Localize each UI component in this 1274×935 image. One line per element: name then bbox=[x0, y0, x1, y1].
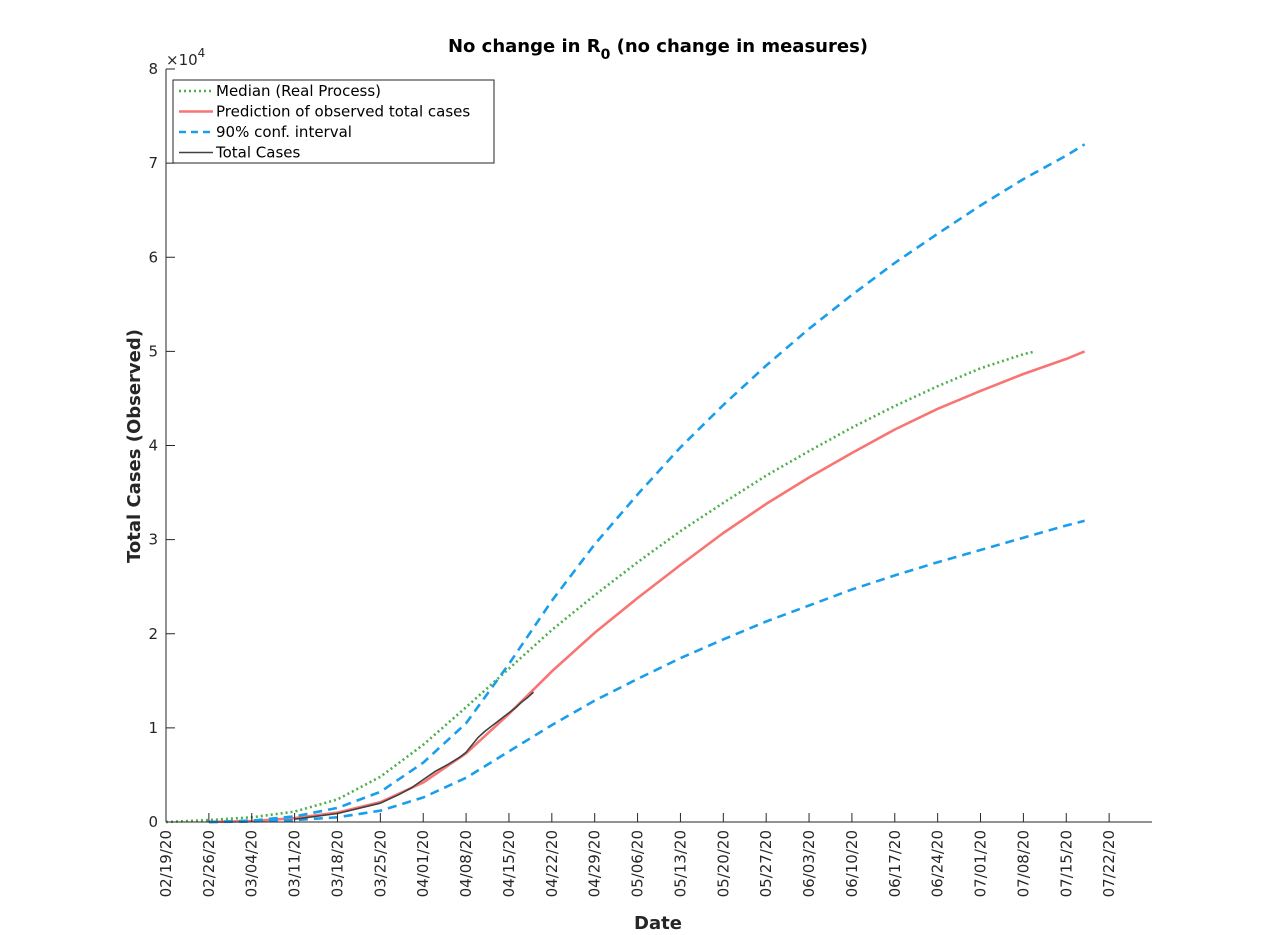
x-tick-label: 04/15/20 bbox=[500, 830, 518, 897]
y-axis-title: Total Cases (Observed) bbox=[124, 329, 145, 563]
series-line-total-cases bbox=[294, 691, 535, 820]
svg-text:×104: ×104 bbox=[166, 46, 205, 69]
x-tick-label: 07/22/20 bbox=[1100, 830, 1118, 897]
x-tick-label: 07/08/20 bbox=[1014, 830, 1032, 897]
title-rest: (no change in measures) bbox=[610, 36, 868, 57]
series-line-90-conf-interval-upper bbox=[208, 143, 1086, 824]
x-tick-label: 05/13/20 bbox=[671, 830, 689, 897]
x-tick-label: 05/27/20 bbox=[757, 830, 775, 897]
legend-entry-label: Total Cases bbox=[215, 144, 301, 162]
legend: Median (Real Process) Prediction of obser… bbox=[172, 79, 495, 164]
title-subscript: 0 bbox=[601, 47, 611, 63]
x-tick-label: 03/04/20 bbox=[243, 830, 261, 897]
y-tick-label: 0 bbox=[148, 813, 158, 831]
x-tick-label: 05/20/20 bbox=[714, 830, 732, 897]
y-tick-label: 5 bbox=[148, 342, 158, 360]
x-tick-label: 02/19/20 bbox=[157, 830, 175, 897]
plot-series bbox=[165, 143, 1086, 824]
y-tick-label: 4 bbox=[148, 437, 158, 455]
x-tick-label: 03/11/20 bbox=[286, 830, 304, 897]
series-line-median-real-process bbox=[165, 350, 1036, 824]
chart-title: No change in R0 (no change in measures) bbox=[448, 36, 868, 63]
legend-entry-label: 90% conf. interval bbox=[216, 123, 352, 141]
y-tick-label: 3 bbox=[148, 531, 158, 549]
exponent-base: ×10 bbox=[166, 51, 198, 69]
title-main: No change in R bbox=[448, 36, 601, 57]
x-tick-label: 02/26/20 bbox=[200, 830, 218, 897]
legend-entry-label: Prediction of observed total cases bbox=[216, 103, 470, 121]
x-tick-label: 06/03/20 bbox=[800, 830, 818, 897]
x-tick-label: 04/08/20 bbox=[457, 830, 475, 897]
y-tick-label: 8 bbox=[148, 60, 158, 78]
y-tick-label: 7 bbox=[148, 154, 158, 172]
x-tick-label: 05/06/20 bbox=[629, 830, 647, 897]
x-tick-label: 07/15/20 bbox=[1057, 830, 1075, 897]
x-tick-label: 06/24/20 bbox=[929, 830, 947, 897]
x-tick-label: 03/18/20 bbox=[328, 830, 346, 897]
x-tick-label: 07/01/20 bbox=[972, 830, 990, 897]
exponent-power: 4 bbox=[198, 46, 206, 60]
legend-box bbox=[172, 79, 495, 164]
x-tick-label: 03/25/20 bbox=[371, 830, 389, 897]
x-tick-label: 04/22/20 bbox=[543, 830, 561, 897]
x-tick-label: 06/17/20 bbox=[886, 830, 904, 897]
y-tick-label: 2 bbox=[148, 625, 158, 643]
axes: 0 1 2 3 4 5 6 7 8 02/19/20 02/26/20 03/04/20 03/11/2… bbox=[148, 60, 1152, 897]
x-axis-title: Date bbox=[634, 913, 682, 934]
y-tick-label: 1 bbox=[148, 719, 158, 737]
x-tick-label: 06/10/20 bbox=[843, 830, 861, 897]
series-line-90-conf-interval-lower bbox=[208, 519, 1085, 824]
y-axis-exponent: ×104 bbox=[166, 46, 205, 69]
series-line-prediction-of-observed-total-cases bbox=[208, 350, 1086, 824]
svg-text:No change in R0 (no change in: No change in R0 (no change in measures) bbox=[448, 36, 868, 63]
legend-entry-label: Median (Real Process) bbox=[216, 82, 381, 100]
x-tick-label: 04/01/20 bbox=[414, 830, 432, 897]
x-tick-label: 04/29/20 bbox=[586, 830, 604, 897]
y-tick-label: 6 bbox=[148, 248, 158, 266]
